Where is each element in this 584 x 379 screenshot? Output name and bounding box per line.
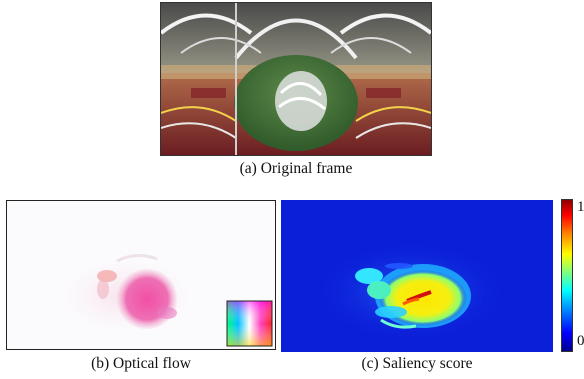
colorbar-min-label: 0	[577, 333, 584, 349]
flow-color-wheel-icon	[226, 300, 273, 347]
saliency-map-image	[281, 200, 553, 352]
optical-flow-image	[6, 200, 276, 350]
caption-original-frame: (a) Original frame	[239, 160, 353, 177]
colorbar-max-label: 1	[577, 199, 584, 215]
original-frame-image	[160, 2, 432, 156]
saliency-colorbar	[561, 199, 573, 352]
caption-saliency-score: (c) Saliency score	[361, 355, 473, 372]
caption-optical-flow: (b) Optical flow	[91, 355, 191, 372]
